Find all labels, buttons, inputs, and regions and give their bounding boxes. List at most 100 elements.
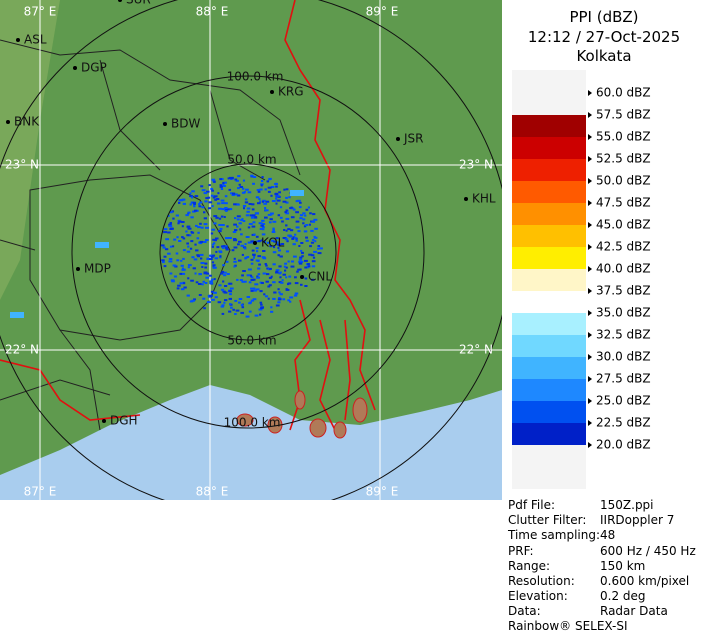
echo [277,254,280,257]
echo [187,264,192,267]
echo [252,278,256,281]
echo [219,184,223,187]
echo [212,196,216,199]
echo [201,206,205,209]
range-rings [0,0,502,500]
echo [299,256,303,259]
echo [312,256,316,259]
echo [208,207,212,210]
echo [285,209,288,212]
echo [218,217,222,220]
echo [288,234,293,237]
grid-label: 89° E [366,485,399,499]
grid-label: 87° E [24,485,57,499]
echo [163,228,168,231]
grid-label: 22° N [5,343,39,357]
echo [234,229,238,232]
echo [285,229,288,232]
echo [199,240,204,243]
echo [201,283,204,286]
echo [197,231,200,234]
echo [294,233,297,236]
echo [283,188,286,191]
grid-label: 23° N [459,158,493,172]
echo [233,239,238,242]
echo [213,291,217,294]
legend-swatch [512,181,586,203]
echo [200,185,204,188]
place-dot [73,66,77,70]
echo [252,298,257,301]
echo [226,225,229,228]
echo [284,262,288,265]
echo [222,181,226,184]
land-highland [0,0,60,300]
echo [294,276,297,279]
echo [250,299,255,302]
place-label: KOL [261,236,285,250]
echo [317,252,322,255]
echo [278,281,282,284]
echo [238,298,243,300]
echo [195,249,199,252]
echo [244,201,249,204]
echo [307,206,310,209]
echo [305,239,309,242]
legend-tick [588,112,592,118]
echo [276,194,280,197]
echo [210,187,214,190]
echo [282,298,286,301]
echo [235,179,240,182]
echo [289,207,292,210]
info-value: 150Z.ppi [600,498,654,512]
legend-label: 57.5 dBZ [596,108,651,122]
echo [257,267,261,270]
legend-label: 20.0 dBZ [596,438,651,452]
echo [240,233,243,236]
echo [208,201,213,204]
echo [167,252,171,255]
echo [232,231,237,233]
echo [223,301,226,304]
legend-tick [588,376,592,382]
echo [251,249,255,252]
echo [235,309,240,312]
echo [317,247,320,250]
echo [270,194,273,197]
echo [222,185,227,187]
echo [247,268,252,271]
echo [285,266,288,269]
place-dot [76,267,80,271]
echo [219,255,222,258]
legend-label: 37.5 dBZ [596,284,651,298]
echo [256,189,261,191]
echo [217,202,221,205]
echo [261,233,266,236]
echo [232,308,235,311]
echo [275,202,278,205]
echo [181,198,186,201]
echo [205,226,209,229]
echo [308,223,312,226]
echo [224,246,229,249]
echo [244,198,248,201]
echo [246,256,250,258]
echo [211,189,214,192]
echo [295,200,300,203]
echo [263,293,266,296]
legend-label: 27.5 dBZ [596,372,651,386]
echo [257,273,261,276]
echo [255,259,260,262]
echo [282,237,287,239]
echo [249,214,253,217]
legend-tick [588,310,592,316]
echo [254,283,259,286]
echo [307,265,311,268]
legend-label: 52.5 dBZ [596,152,651,166]
echo [272,281,276,284]
echo [187,234,192,237]
echo [168,260,173,263]
echo [215,250,218,253]
graticule [0,0,502,500]
echo [247,241,252,244]
